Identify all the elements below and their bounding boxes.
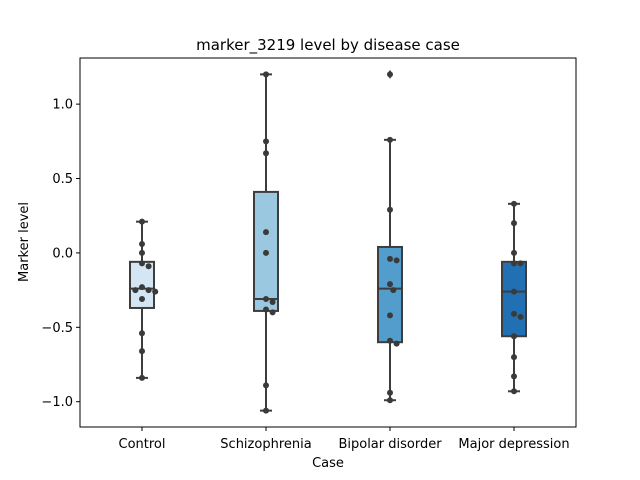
data-point	[387, 389, 393, 396]
data-point	[152, 288, 159, 295]
data-point	[263, 71, 269, 78]
data-point	[387, 312, 393, 319]
data-point	[145, 287, 152, 294]
box-body	[501, 260, 527, 338]
data-point	[511, 354, 517, 361]
y-tick-label: 0.0	[52, 246, 73, 261]
data-point	[511, 288, 517, 295]
data-point	[139, 240, 145, 247]
data-point	[393, 340, 400, 347]
data-point	[387, 206, 393, 213]
data-point	[387, 337, 393, 344]
y-axis-label: Marker level	[17, 202, 32, 282]
data-point	[139, 348, 145, 355]
y-tick-label: 1.0	[52, 98, 73, 113]
x-axis: Control Schizophrenia Bipolar disorder Majo…	[119, 427, 570, 452]
data-point	[387, 255, 393, 262]
data-point	[511, 373, 517, 380]
data-point	[139, 374, 145, 381]
y-tick-label: −0.5	[41, 321, 73, 336]
data-point	[511, 260, 517, 267]
data-point	[263, 296, 269, 303]
data-point	[139, 260, 145, 267]
data-point	[387, 136, 393, 143]
y-tick-label: −1.0	[41, 395, 73, 410]
data-point	[139, 218, 145, 225]
data-point	[511, 249, 517, 256]
data-point	[511, 310, 517, 317]
x-tick-label: Major depression	[458, 437, 569, 452]
data-point	[145, 263, 152, 270]
chart-title: marker_3219 level by disease case	[196, 36, 460, 55]
x-tick-label: Bipolar disorder	[338, 437, 442, 452]
y-tick-label: 0.5	[52, 172, 73, 187]
data-point	[511, 220, 517, 227]
data-point	[263, 229, 269, 236]
plot-area	[79, 57, 577, 428]
data-point	[387, 281, 393, 288]
x-axis-label: Case	[312, 456, 344, 471]
data-point	[269, 309, 276, 316]
data-point	[511, 333, 517, 340]
data-point	[263, 306, 269, 313]
data-point	[517, 260, 524, 267]
data-point	[263, 382, 269, 389]
data-point	[139, 330, 145, 337]
x-tick-label: Schizophrenia	[220, 437, 311, 452]
data-point	[263, 138, 269, 145]
data-point	[263, 407, 269, 414]
data-point	[139, 296, 145, 303]
data-point	[387, 397, 393, 404]
x-tick-label: Control	[119, 437, 166, 452]
data-point	[390, 287, 397, 294]
data-point	[511, 388, 517, 395]
data-point	[393, 257, 400, 264]
y-axis: −1.0 −0.5 0.0 0.5 1.0	[41, 98, 80, 410]
data-point	[132, 287, 139, 294]
data-point	[139, 284, 145, 291]
data-points	[132, 71, 524, 414]
data-point	[263, 150, 269, 157]
data-point	[387, 71, 393, 78]
data-point	[263, 249, 269, 256]
data-point	[269, 299, 276, 306]
data-point	[139, 249, 145, 256]
data-point	[511, 200, 517, 207]
data-point	[517, 313, 524, 320]
